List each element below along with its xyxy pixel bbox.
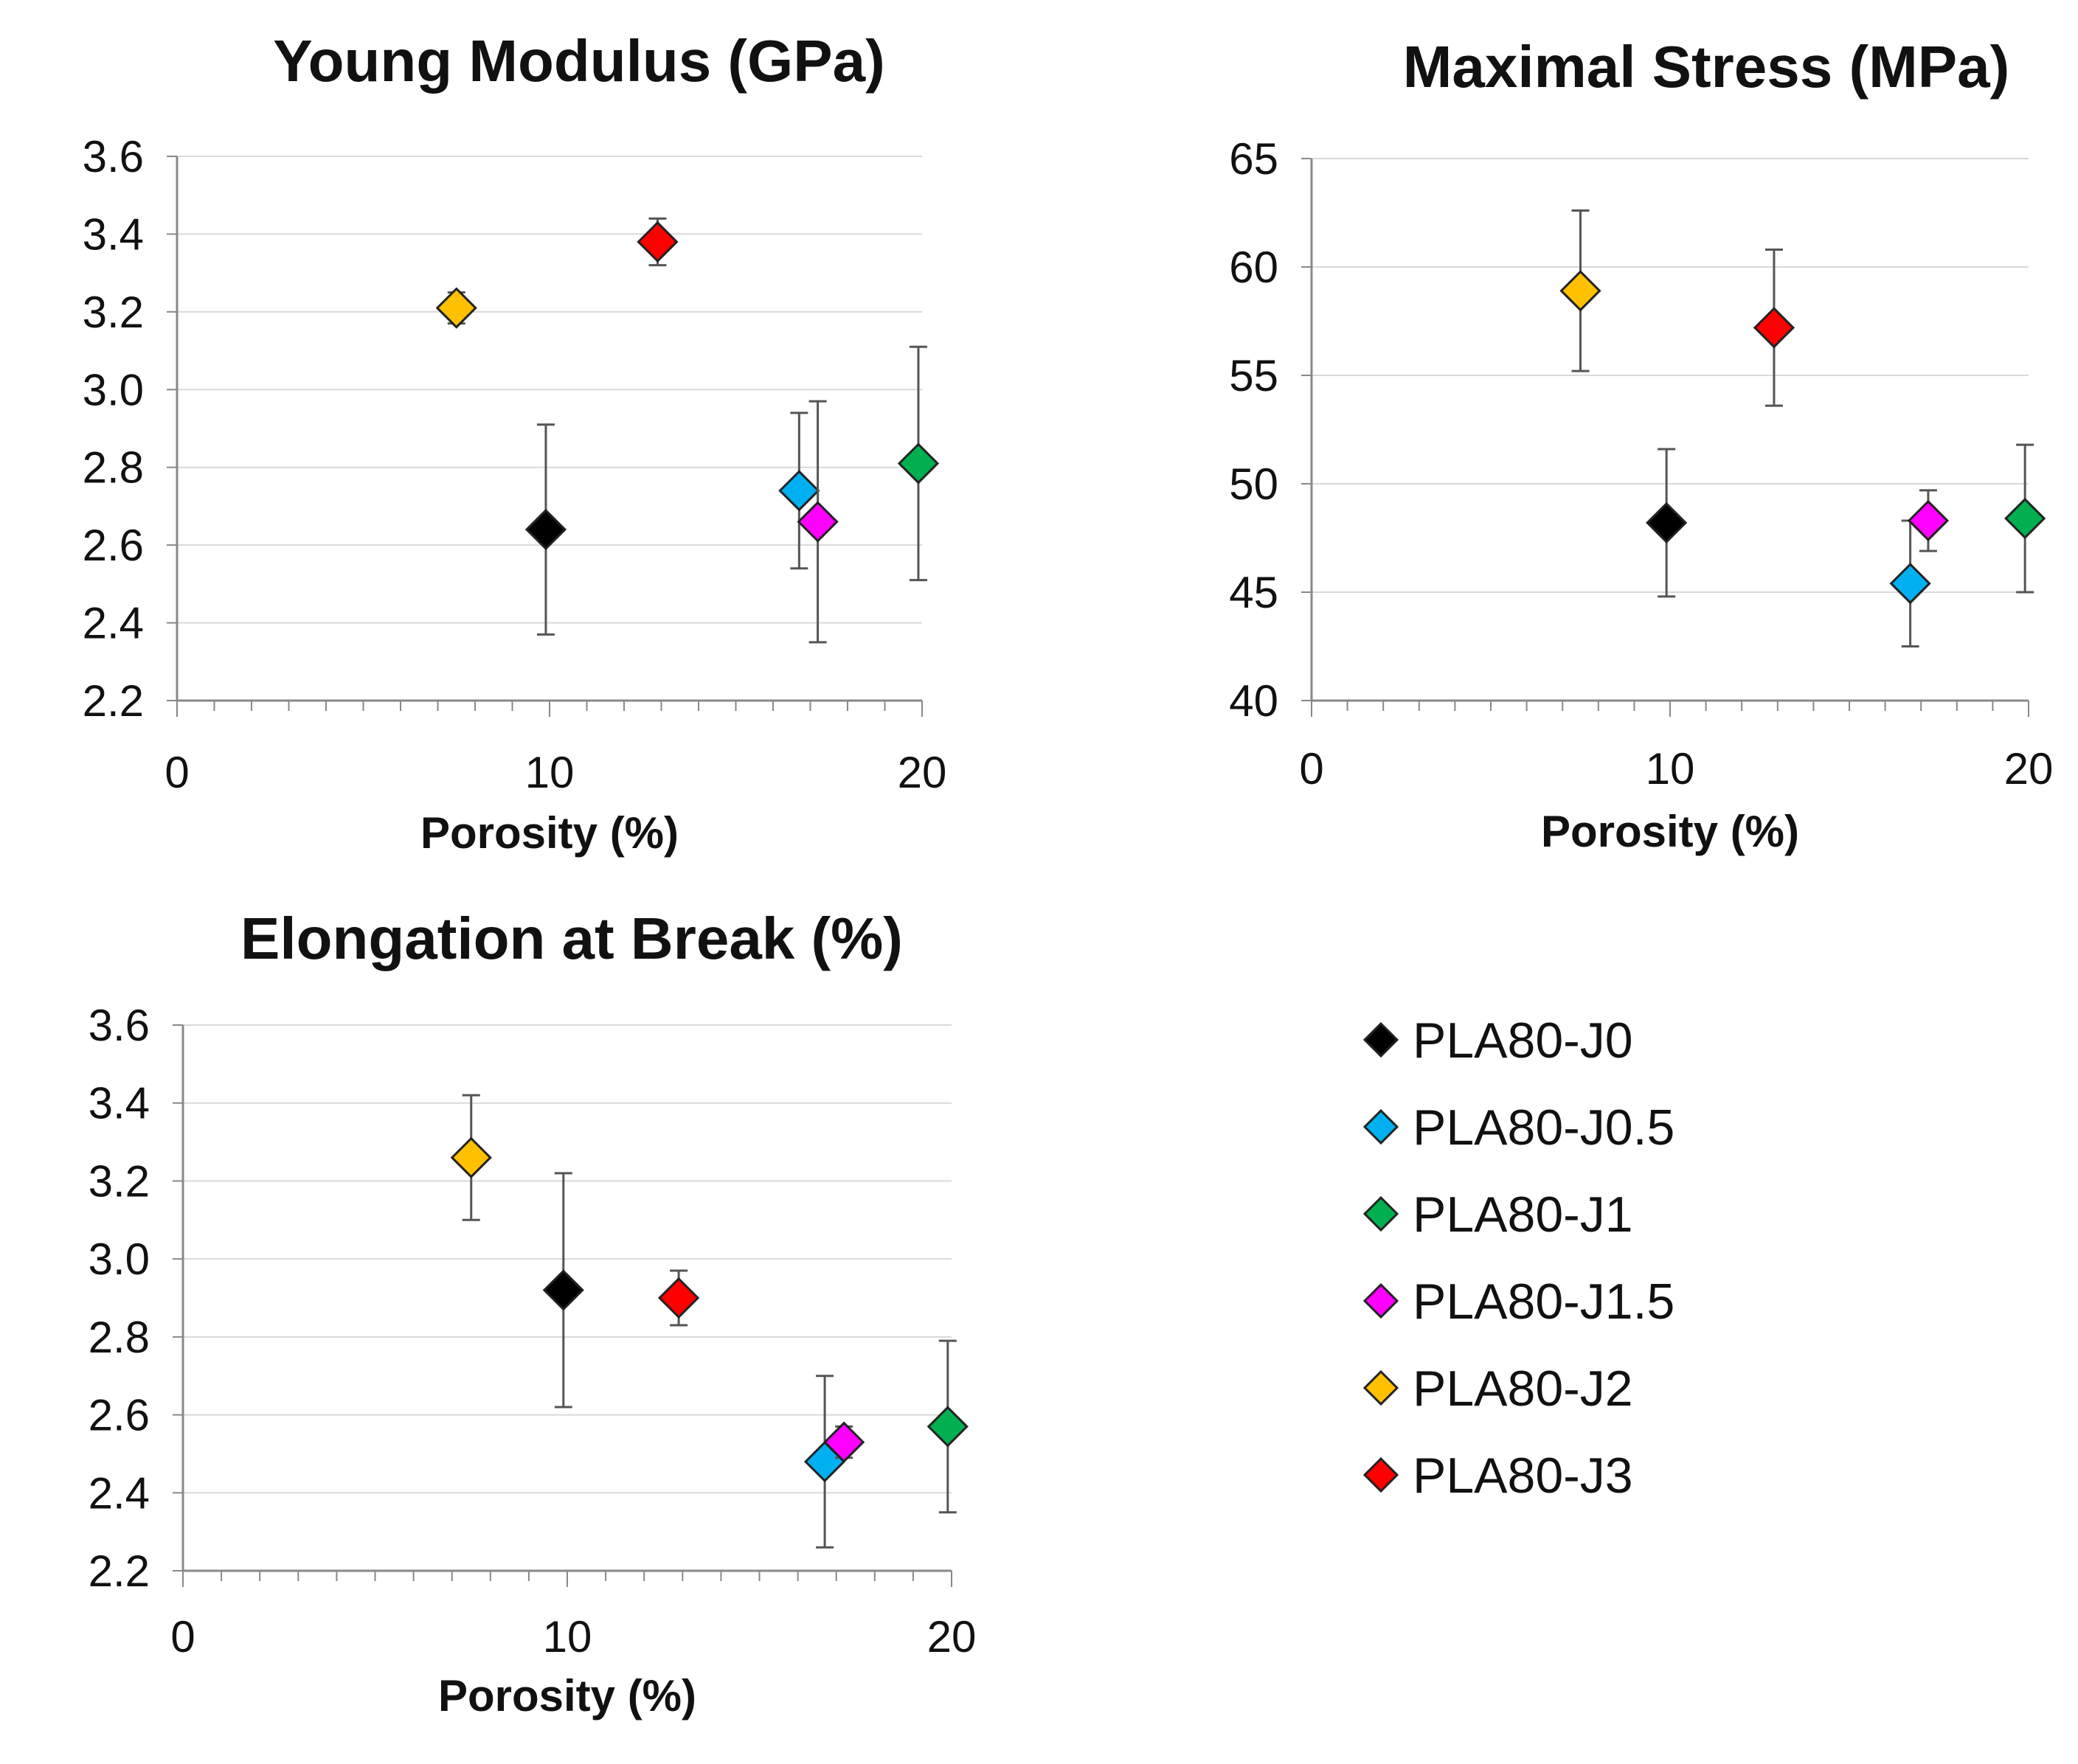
marker-pla80-j1	[2004, 497, 2046, 540]
y-tick-label: 40	[1229, 676, 1278, 726]
legend: PLA80-J0 PLA80-J0.5 PLA80-J1 PLA80-J1.5 PLA8…	[1362, 1013, 1674, 1504]
x-tick-label: 10	[543, 1612, 592, 1661]
y-tick-label: 2.8	[89, 1313, 150, 1362]
legend-marker	[1362, 1282, 1399, 1319]
x-axis-label: Porosity (%)	[420, 808, 679, 858]
marker-pla80-j0	[1646, 501, 1688, 544]
point-pla80-j0-5	[778, 412, 820, 570]
point-pla80-j2	[435, 287, 477, 329]
marker-pla80-j0-5	[1889, 563, 1931, 605]
marker-pla80-j1	[927, 1406, 969, 1448]
y-tick-label: 2.6	[89, 1391, 150, 1440]
y-tick-label: 3.0	[89, 1235, 150, 1284]
legend-label: PLA80-J0.5	[1413, 1100, 1674, 1156]
y-tick-label: 2.6	[83, 521, 144, 570]
legend-item-pla80-j1: PLA80-J1	[1362, 1187, 1633, 1243]
marker-pla80-j0	[542, 1269, 584, 1311]
y-tick-label: 2.4	[89, 1468, 150, 1518]
legend-item-pla80-j0: PLA80-J0	[1362, 1013, 1633, 1069]
y-tick-label: 55	[1229, 351, 1278, 400]
point-pla80-j0	[1646, 448, 1688, 598]
x-tick-label: 10	[525, 748, 575, 797]
y-tick-label: 3.6	[83, 132, 144, 181]
legend-item-pla80-j1-5: PLA80-J1.5	[1362, 1274, 1674, 1330]
marker-pla80-j0	[524, 508, 567, 551]
point-pla80-j0-5	[1889, 519, 1931, 647]
y-tick-label: 45	[1229, 568, 1278, 617]
point-pla80-j0	[524, 423, 567, 636]
legend-marker	[1362, 1108, 1399, 1145]
marker-pla80-j0-5	[778, 470, 820, 512]
legend-marker	[1362, 1369, 1399, 1406]
point-pla80-j1-5	[822, 1421, 865, 1463]
marker-pla80-j1-5	[797, 501, 839, 543]
x-tick-label: 0	[170, 1612, 195, 1661]
marker-pla80-j1-5	[822, 1421, 865, 1463]
x-tick-label: 20	[2004, 744, 2054, 794]
marker-pla80-j1	[897, 442, 940, 485]
y-tick-label: 65	[1229, 134, 1278, 184]
x-axis-label: Porosity (%)	[1541, 807, 1799, 856]
point-pla80-j1-5	[1907, 489, 1950, 552]
point-pla80-j1	[2004, 443, 2046, 594]
marker-pla80-j3	[637, 220, 679, 263]
legend-marker	[1362, 1456, 1399, 1493]
y-tick-label: 3.0	[83, 365, 144, 414]
legend-label: PLA80-J1	[1413, 1187, 1633, 1243]
legend-item-pla80-j3: PLA80-J3	[1362, 1448, 1633, 1504]
legend-marker	[1362, 1195, 1399, 1232]
point-pla80-j3	[657, 1269, 700, 1327]
young-modulus-chart: Young Modulus (GPa) 2.2 2.4 2.6 2.8 3.0 3.2 3.4…	[83, 28, 947, 858]
y-tick-label: 2.8	[83, 443, 144, 493]
x-tick-label: 20	[927, 1612, 977, 1661]
marker-pla80-j2	[450, 1136, 492, 1178]
legend-item-pla80-j0-5: PLA80-J0.5	[1362, 1100, 1674, 1156]
y-tick-label: 2.2	[89, 1546, 150, 1596]
legend-marker	[1362, 1021, 1399, 1058]
x-tick-label: 0	[164, 748, 189, 797]
elongation-chart: Elongation at Break (%) 2.2 2.4 2.6 2.8 3.0 3.…	[89, 906, 977, 1720]
point-pla80-j2	[450, 1094, 492, 1221]
point-pla80-j1	[927, 1339, 969, 1514]
chart-title: Maximal Stress (MPa)	[1403, 34, 2010, 100]
marker-pla80-j3	[657, 1277, 700, 1319]
y-tick-label: 3.4	[89, 1079, 150, 1128]
x-tick-label: 10	[1646, 744, 1695, 794]
x-axis-label: Porosity (%)	[438, 1671, 696, 1720]
y-tick-label: 3.2	[89, 1156, 150, 1206]
legend-label: PLA80-J1.5	[1413, 1274, 1674, 1330]
y-tick-label: 3.2	[83, 288, 144, 337]
legend-label: PLA80-J2	[1413, 1361, 1633, 1417]
point-pla80-j0-5	[803, 1375, 846, 1549]
x-tick-label: 20	[898, 748, 947, 797]
legend-item-pla80-j2: PLA80-J2	[1362, 1361, 1633, 1417]
point-pla80-j3	[637, 217, 679, 267]
marker-pla80-j2	[435, 287, 477, 329]
x-tick-label: 0	[1299, 744, 1323, 794]
marker-pla80-j2	[1559, 270, 1601, 312]
legend-label: PLA80-J0	[1413, 1013, 1633, 1069]
point-pla80-j2	[1559, 209, 1601, 372]
chart-title: Young Modulus (GPa)	[273, 28, 885, 94]
y-tick-label: 2.2	[83, 676, 144, 726]
marker-pla80-j3	[1753, 307, 1795, 349]
y-tick-label: 60	[1229, 243, 1278, 292]
y-tick-label: 3.4	[83, 209, 144, 259]
point-pla80-j0	[542, 1172, 584, 1409]
y-tick-label: 50	[1229, 459, 1278, 509]
point-pla80-j1-5	[797, 400, 839, 644]
chart-title: Elongation at Break (%)	[240, 906, 903, 971]
point-pla80-j1	[897, 345, 940, 582]
marker-pla80-j1-5	[1907, 499, 1950, 542]
legend-label: PLA80-J3	[1413, 1448, 1633, 1504]
y-tick-label: 3.6	[89, 1001, 150, 1050]
maximal-stress-chart: Maximal Stress (MPa) 40 45 50 55 60 65 0 10 20 Por…	[1229, 34, 2053, 856]
point-pla80-j3	[1753, 248, 1795, 407]
y-tick-label: 2.4	[83, 599, 144, 648]
